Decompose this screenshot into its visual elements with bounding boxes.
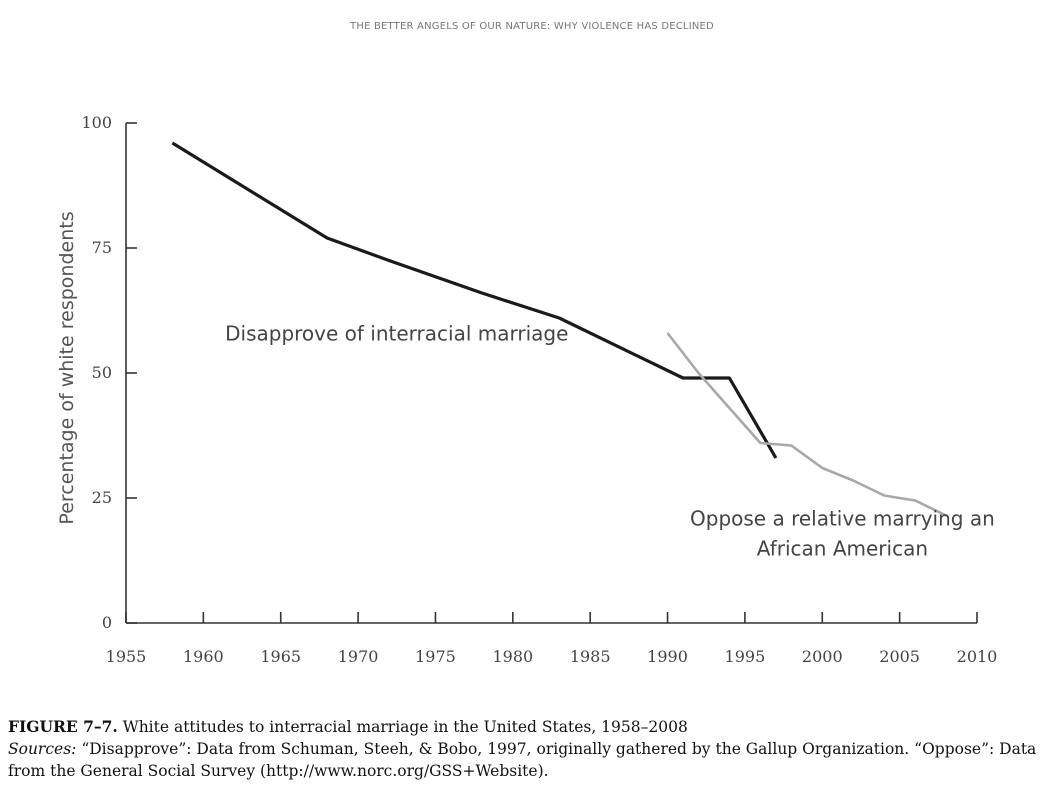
caption-line-1: FIGURE 7–7. White attitudes to interraci… xyxy=(8,716,1058,738)
x-tick-label: 2000 xyxy=(802,647,843,666)
sources-text: “Disapprove”: Data from Schuman, Steeh, … xyxy=(8,740,1037,780)
x-tick-label: 1990 xyxy=(647,647,688,666)
y-tick-label: 75 xyxy=(92,238,112,257)
series-annotation-3: African American xyxy=(757,537,928,561)
figure-title: White attitudes to interracial marriage … xyxy=(122,718,688,736)
x-tick-label: 2010 xyxy=(957,647,998,666)
x-tick-label: 1995 xyxy=(725,647,766,666)
series-annotation-2: Oppose a relative marrying an xyxy=(690,507,995,531)
line-chart: 0 25 50 75 100 1955 1960 1965 1970 1975 1980 1985 19… xyxy=(56,113,997,666)
y-tick-label: 100 xyxy=(81,113,112,132)
y-tick-label: 0 xyxy=(102,613,112,632)
x-tick-label: 1975 xyxy=(415,647,456,666)
sources-label: Sources: xyxy=(8,740,77,758)
x-tick-label: 1985 xyxy=(570,647,611,666)
y-tick-label: 50 xyxy=(92,363,112,382)
series-line-1 xyxy=(171,141,778,459)
x-tick-label: 2005 xyxy=(879,647,920,666)
y-tick-label: 25 xyxy=(92,488,112,507)
x-tick-label: 1980 xyxy=(492,647,533,666)
axes: 0 25 50 75 100 1955 1960 1965 1970 1975 1980 1985 19… xyxy=(56,113,997,666)
caption-sources: Sources: “Disapprove”: Data from Schuman… xyxy=(8,738,1058,782)
series-annotation-1: Disapprove of interracial marriage xyxy=(225,322,568,346)
y-axis-label: Percentage of white respondents xyxy=(56,211,78,524)
series-line-2 xyxy=(666,332,947,517)
figure-number: FIGURE 7–7. xyxy=(8,717,118,736)
annotation-layer: Disapprove of interracial marriage Oppose… xyxy=(225,322,995,561)
x-tick-label: 1965 xyxy=(260,647,301,666)
x-tick-label: 1970 xyxy=(338,647,379,666)
x-tick-label: 1955 xyxy=(106,647,147,666)
figure-caption: FIGURE 7–7. White attitudes to interraci… xyxy=(8,716,1058,782)
x-tick-label: 1960 xyxy=(183,647,224,666)
running-head: THE BETTER ANGELS OF OUR NATURE: WHY VIO… xyxy=(350,21,714,32)
series-layer xyxy=(171,141,947,517)
